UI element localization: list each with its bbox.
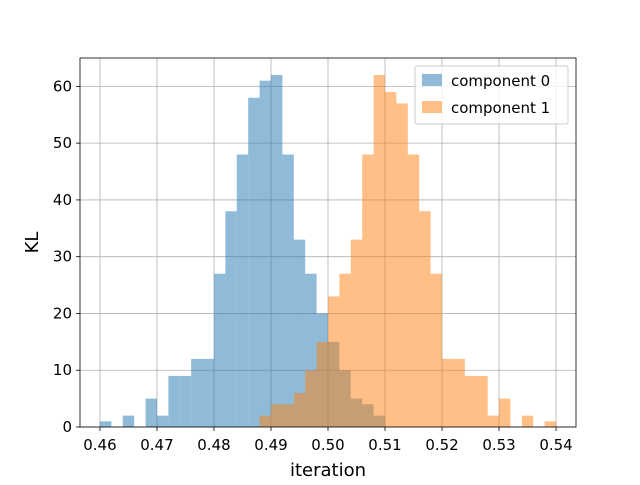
bar — [282, 404, 294, 427]
bar — [145, 398, 157, 427]
bar — [350, 239, 363, 427]
legend-swatch — [422, 74, 442, 86]
x-tick-label: 0.48 — [197, 436, 230, 454]
bar — [305, 273, 317, 427]
axis-ticks: 0.46 0.47 0.48 0.49 0.50 0.51 0.52 0.53 0.54 0 10 2… — [53, 77, 573, 454]
x-tick-label: 0.47 — [140, 436, 173, 454]
legend-label: component 0 — [451, 72, 550, 90]
bar — [373, 75, 386, 428]
bar — [419, 211, 431, 427]
bar — [293, 239, 306, 427]
y-tick-label: 20 — [53, 304, 72, 322]
bar — [544, 421, 557, 427]
bar — [248, 97, 260, 427]
bar — [396, 103, 408, 428]
bar — [236, 154, 249, 427]
bar — [328, 296, 340, 427]
bar — [339, 273, 351, 427]
bar — [521, 415, 534, 427]
x-axis-label: iteration — [290, 460, 366, 480]
bar — [259, 80, 271, 427]
legend-swatch — [422, 101, 442, 113]
bar — [305, 370, 317, 427]
y-tick-label: 50 — [53, 134, 72, 152]
bar — [362, 154, 374, 427]
x-tick-label: 0.53 — [482, 436, 515, 454]
bar — [168, 375, 180, 427]
bar — [191, 358, 203, 427]
bar — [99, 421, 112, 427]
bar — [453, 358, 465, 427]
bar — [487, 415, 500, 427]
bar — [316, 341, 328, 427]
bar — [202, 358, 214, 427]
series-1-bars — [259, 75, 557, 428]
bar — [385, 92, 397, 428]
x-tick-label: 0.50 — [311, 436, 344, 454]
y-axis-label: KL — [22, 232, 43, 254]
x-tick-label: 0.52 — [425, 436, 458, 454]
bar — [442, 358, 454, 427]
x-tick-label: 0.54 — [539, 436, 572, 454]
bar — [179, 375, 192, 427]
bar — [213, 273, 226, 427]
bar — [270, 404, 283, 427]
histogram-bars — [99, 75, 557, 428]
legend-box — [414, 65, 569, 125]
bar — [259, 415, 271, 427]
legend: component 0 component 1 — [414, 65, 569, 125]
y-tick-label: 60 — [53, 77, 72, 95]
bar — [270, 75, 283, 428]
bar — [225, 211, 237, 427]
bar — [407, 154, 420, 427]
bar — [293, 392, 306, 427]
y-tick-label: 10 — [53, 361, 72, 379]
x-tick-label: 0.46 — [83, 436, 116, 454]
bar — [430, 273, 443, 427]
y-tick-label: 40 — [53, 191, 72, 209]
y-tick-label: 0 — [62, 418, 72, 436]
y-tick-label: 30 — [53, 248, 72, 266]
bar — [122, 415, 135, 427]
bar — [464, 375, 477, 427]
x-tick-label: 0.51 — [368, 436, 401, 454]
bar — [476, 375, 488, 427]
x-tick-label: 0.49 — [254, 436, 287, 454]
legend-label: component 1 — [451, 99, 550, 117]
bar — [499, 398, 511, 427]
bar — [282, 154, 294, 427]
bar — [156, 415, 169, 427]
